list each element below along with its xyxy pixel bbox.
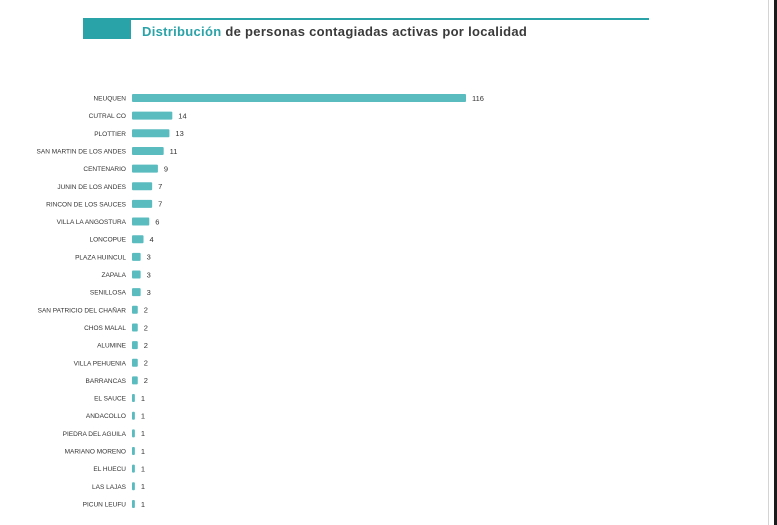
bar (132, 164, 158, 173)
category-label: LAS LAJAS (92, 484, 127, 491)
bar (132, 447, 135, 455)
bar (132, 429, 135, 438)
category-label: VILLA PEHUENIA (74, 360, 127, 367)
chart-title-highlight: Distribución (142, 24, 222, 39)
title-rule (83, 18, 649, 20)
bar (132, 94, 466, 102)
bar (132, 288, 141, 297)
category-label: PLOTTIER (94, 131, 126, 138)
bar (132, 235, 144, 244)
category-label: EL HUECU (93, 466, 126, 473)
value-label: 2 (144, 341, 148, 350)
category-label: RINCON DE LOS SAUCES (46, 201, 126, 208)
value-label: 13 (175, 129, 183, 138)
bar (132, 376, 138, 385)
chart-title-rest: de personas contagiadas activas por loca… (225, 24, 528, 39)
value-label: 9 (164, 164, 168, 173)
category-label: VILLA LA ANGOSTURA (57, 219, 127, 226)
value-label: 11 (170, 147, 178, 156)
window-border (774, 0, 777, 525)
category-label: PIEDRA DEL AGUILA (63, 431, 127, 438)
category-label: LONCOPUE (90, 237, 127, 244)
bar (132, 305, 138, 314)
category-label: CUTRAL CO (89, 113, 126, 120)
value-label: 2 (144, 376, 148, 385)
category-label: EL SAUCE (94, 396, 127, 403)
value-label: 1 (141, 394, 145, 403)
value-label: 4 (150, 235, 154, 244)
category-label: ANDACOLLO (86, 413, 126, 420)
category-label: MARIANO MORENO (65, 449, 126, 456)
bar (132, 394, 135, 403)
category-label: SAN MARTIN DE LOS ANDES (37, 148, 127, 155)
bar (132, 270, 141, 279)
category-label: ZAPALA (102, 272, 127, 279)
value-label: 1 (141, 412, 145, 421)
bar (132, 358, 138, 367)
bar (132, 217, 150, 226)
bar (132, 252, 141, 261)
value-label: 7 (158, 182, 162, 191)
bar (132, 482, 135, 491)
title-accent-block (83, 20, 131, 39)
bar (132, 323, 138, 332)
category-label: CENTENARIO (83, 166, 126, 173)
value-label: 2 (144, 323, 148, 332)
value-label: 6 (155, 217, 159, 226)
value-label: 3 (147, 270, 151, 279)
value-label: 1 (141, 500, 145, 509)
bar (132, 111, 173, 120)
value-label: 116 (472, 94, 484, 103)
category-label: PLAZA HUINCUL (75, 254, 126, 261)
category-label: BARRANCAS (86, 378, 127, 385)
bar (132, 341, 138, 350)
page-edge-line (768, 0, 769, 525)
bar (132, 464, 135, 473)
bar (132, 146, 164, 155)
value-label: 3 (147, 288, 151, 297)
category-label: NEUQUEN (93, 96, 126, 103)
bar (132, 499, 135, 508)
bar (132, 182, 153, 191)
value-label: 2 (144, 306, 148, 315)
bar (132, 129, 170, 138)
bar (132, 199, 153, 208)
value-label: 14 (178, 111, 186, 120)
category-label: SENILLOSA (90, 290, 127, 297)
value-label: 2 (144, 359, 148, 368)
value-label: 1 (141, 429, 145, 438)
category-label: ALUMINE (97, 343, 127, 350)
chart-title: Distribución de personas contagiadas act… (142, 24, 527, 39)
category-label: CHOS MALAL (84, 325, 126, 332)
category-label: SAN PATRICIO DEL CHAÑAR (38, 305, 127, 314)
category-label: PICUN LEUFU (83, 501, 127, 508)
bar (132, 411, 135, 420)
value-label: 1 (141, 464, 145, 473)
category-label: JUNIN DE LOS ANDES (57, 184, 126, 191)
value-label: 3 (147, 253, 151, 262)
value-label: 1 (141, 482, 145, 491)
value-label: 7 (158, 200, 162, 209)
value-label: 1 (141, 447, 145, 456)
